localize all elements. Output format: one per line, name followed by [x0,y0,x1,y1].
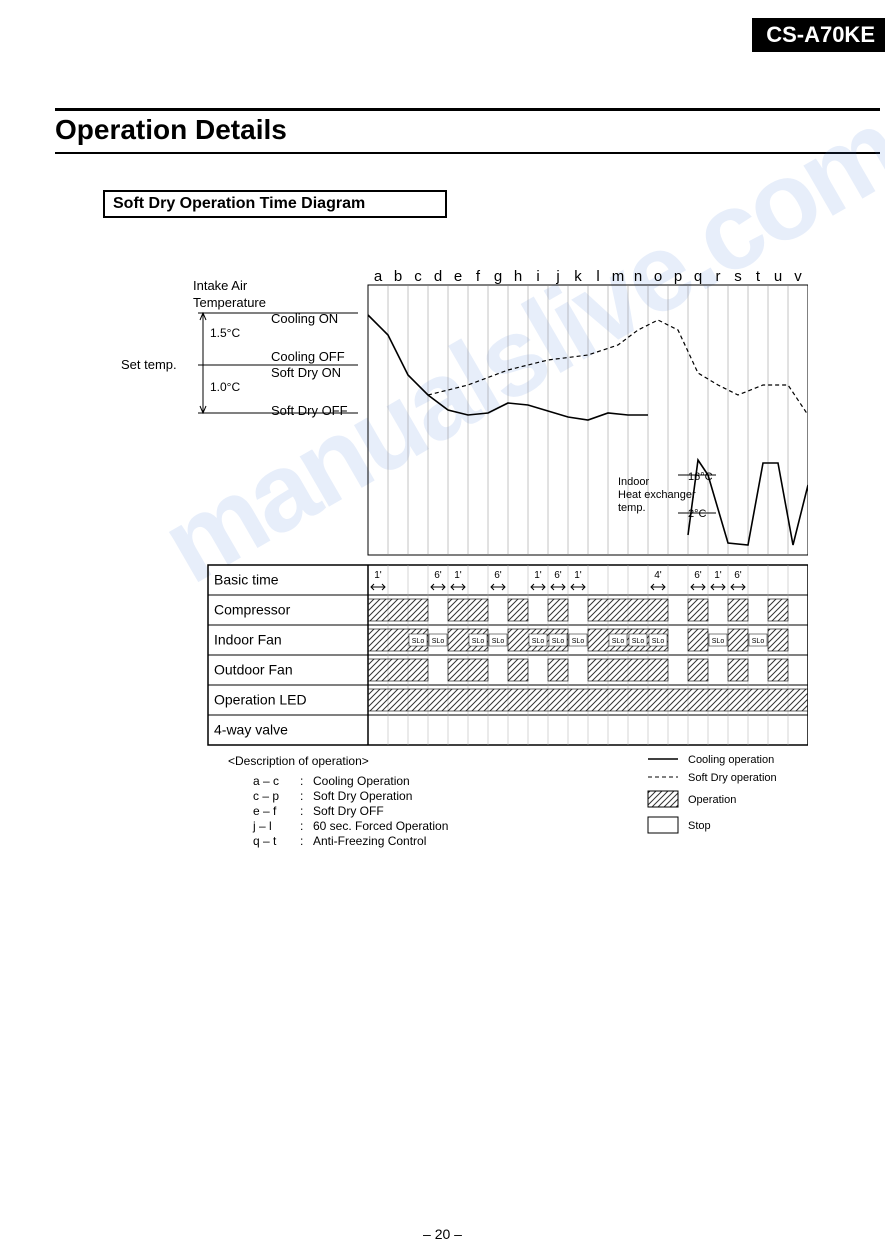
svg-text:Cooling OFF: Cooling OFF [271,349,345,364]
svg-text:1': 1' [374,570,382,581]
svg-text:e: e [454,268,462,285]
svg-text:v: v [794,268,802,285]
page-number: – 20 – [0,1226,885,1242]
diagram-svg: Intake Air Temperature Set temp. 1.5°C 1.0°C… [108,265,808,895]
svg-text:q – t: q – t [253,834,277,848]
svg-text:Stop: Stop [688,820,711,832]
svg-text:Cooling operation: Cooling operation [688,754,774,766]
svg-text:Outdoor Fan: Outdoor Fan [214,662,293,678]
svg-text:Soft Dry operation: Soft Dry operation [688,772,777,784]
svg-text:Indoor: Indoor [618,476,650,488]
svg-text:SLo: SLo [572,638,585,645]
svg-text::: : [300,774,303,788]
svg-text:<Description of operation>: <Description of operation> [228,754,369,768]
model-tag: CS-A70KE [752,18,885,52]
svg-text:Soft Dry ON: Soft Dry ON [271,365,341,380]
svg-text:Cooling Operation: Cooling Operation [313,774,410,788]
page: CS-A70KE Operation Details Soft Dry Oper… [0,0,885,1254]
svg-text:Basic time: Basic time [214,572,279,588]
svg-text:6': 6' [434,570,442,581]
svg-text:Temperature: Temperature [193,295,266,310]
svg-text:Indoor Fan: Indoor Fan [214,632,282,648]
svg-text:1': 1' [534,570,542,581]
svg-text:SLo: SLo [532,638,545,645]
svg-text:SLo: SLo [632,638,645,645]
svg-text:6': 6' [694,570,702,581]
svg-text:Set temp.: Set temp. [121,357,177,372]
svg-text:6': 6' [494,570,502,581]
svg-text:Anti-Freezing Control: Anti-Freezing Control [313,834,426,848]
svg-text:a – c: a – c [253,774,279,788]
svg-text:j – l: j – l [252,819,272,833]
svg-text:Cooling ON: Cooling ON [271,311,338,326]
svg-text:Compressor: Compressor [214,602,291,618]
svg-text:e – f: e – f [253,804,277,818]
section-heading: Soft Dry Operation Time Diagram [103,190,447,218]
svg-text:a: a [374,268,383,285]
svg-text:l: l [596,268,599,285]
svg-text:4-way valve: 4-way valve [214,722,288,738]
svg-text:Soft Dry Operation: Soft Dry Operation [313,789,412,803]
svg-text:q: q [694,268,702,285]
svg-text::: : [300,804,303,818]
svg-text:SLo: SLo [492,638,505,645]
svg-text:b: b [394,268,402,285]
svg-text:i: i [536,268,539,285]
svg-text:Heat exchanger: Heat exchanger [618,489,696,501]
svg-text:Operation LED: Operation LED [214,692,307,708]
svg-text:2°C: 2°C [688,508,707,520]
svg-text:k: k [574,268,582,285]
svg-text:d: d [434,268,442,285]
svg-text:h: h [514,268,522,285]
svg-text:Soft Dry OFF: Soft Dry OFF [313,804,384,818]
svg-text::: : [300,834,303,848]
svg-text:c: c [414,268,422,285]
rule-under-title [55,152,880,154]
svg-text:1': 1' [454,570,462,581]
svg-text:SLo: SLo [552,638,565,645]
svg-text:4': 4' [654,570,662,581]
svg-text:1.5°C: 1.5°C [210,326,240,340]
svg-text:m: m [612,268,625,285]
svg-text:1.0°C: 1.0°C [210,380,240,394]
svg-text:Intake Air: Intake Air [193,278,248,293]
svg-text:1': 1' [574,570,582,581]
svg-text:f: f [476,268,481,285]
svg-text:temp.: temp. [618,502,646,514]
svg-text:u: u [774,268,782,285]
svg-text:6': 6' [554,570,562,581]
svg-text:6': 6' [734,570,742,581]
svg-text:SLo: SLo [752,638,765,645]
svg-text:SLo: SLo [612,638,625,645]
diagram: Intake Air Temperature Set temp. 1.5°C 1.0°C… [108,265,808,900]
svg-text:s: s [734,268,742,285]
svg-text:Operation: Operation [688,794,736,806]
svg-text:SLo: SLo [432,638,445,645]
svg-text:Soft Dry OFF: Soft Dry OFF [271,403,348,418]
svg-text:60 sec. Forced Operation: 60 sec. Forced Operation [313,819,448,833]
svg-text:SLo: SLo [412,638,425,645]
svg-text::: : [300,789,303,803]
svg-text:n: n [634,268,642,285]
page-title: Operation Details [55,114,287,146]
svg-text:j: j [555,268,559,285]
rule-top [55,108,880,111]
svg-text:o: o [654,268,662,285]
svg-text:p: p [674,268,682,285]
svg-text:SLo: SLo [472,638,485,645]
svg-text:SLo: SLo [712,638,725,645]
svg-text:g: g [494,268,502,285]
svg-text:1': 1' [714,570,722,581]
svg-text:16°C: 16°C [688,471,713,483]
svg-text:c – p: c – p [253,789,279,803]
svg-text:r: r [716,268,721,285]
svg-text::: : [300,819,303,833]
svg-text:SLo: SLo [652,638,665,645]
svg-text:t: t [756,268,761,285]
